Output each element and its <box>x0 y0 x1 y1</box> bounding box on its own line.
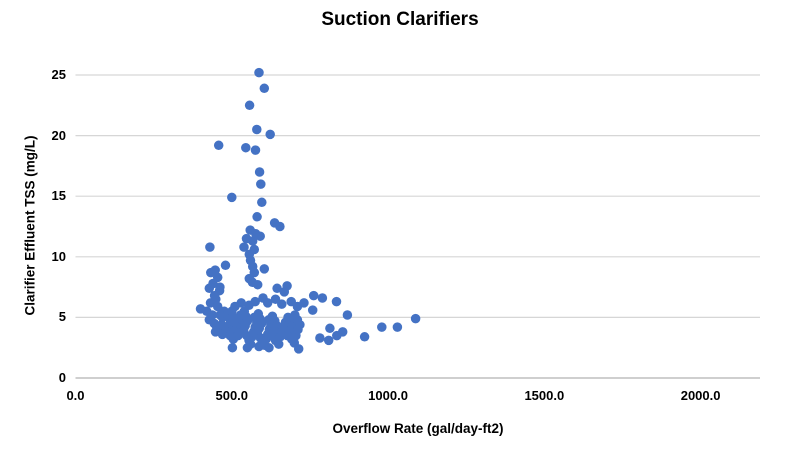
data-point <box>272 283 282 294</box>
y-tick-label: 25 <box>51 67 66 82</box>
data-point <box>273 339 284 349</box>
data-point <box>227 192 237 203</box>
data-point <box>265 129 275 140</box>
data-point <box>205 242 215 252</box>
data-point <box>211 294 221 304</box>
x-axis-title: Overflow Rate (gal/day-ft2) <box>332 421 504 436</box>
data-point <box>252 212 262 222</box>
data-point <box>206 267 216 278</box>
data-point <box>299 298 309 308</box>
data-point <box>215 310 225 320</box>
data-point <box>239 242 249 252</box>
y-tick-label: 5 <box>58 309 66 325</box>
data-point <box>244 100 255 111</box>
data-point <box>308 290 319 301</box>
x-tick-label: 2000.0 <box>680 388 721 403</box>
data-point <box>204 283 215 294</box>
data-point <box>220 260 231 271</box>
data-point <box>230 301 240 312</box>
data-point <box>277 299 287 309</box>
data-point <box>212 301 223 312</box>
data-point <box>259 83 270 94</box>
y-tick-label: 0 <box>58 370 66 385</box>
data-point <box>242 342 253 353</box>
data-point <box>315 333 325 343</box>
y-tick-label: 10 <box>51 248 66 264</box>
data-point <box>332 330 342 341</box>
x-tick-label: 0.0 <box>66 388 85 403</box>
data-point <box>254 67 264 78</box>
data-point <box>377 322 387 332</box>
data-point <box>307 305 318 315</box>
y-axis-title: Clarifier Effluent TSS (mg/L) <box>22 135 38 316</box>
data-point <box>410 313 421 324</box>
data-point <box>257 197 267 208</box>
data-point <box>241 142 251 153</box>
data-point <box>252 279 263 290</box>
y-tick-label: 15 <box>51 188 66 204</box>
data-point <box>259 264 270 274</box>
data-point <box>262 298 273 308</box>
data-point <box>227 342 238 353</box>
data-point <box>290 310 300 320</box>
data-point <box>250 296 260 307</box>
data-point <box>247 236 258 246</box>
data-point <box>317 293 328 303</box>
data-point <box>325 323 335 334</box>
data-point <box>213 140 224 151</box>
data-point <box>279 287 290 297</box>
data-point <box>293 344 304 354</box>
y-tick-label: 20 <box>51 127 66 143</box>
x-tick-label: 500.0 <box>215 388 249 403</box>
x-tick-label: 1500.0 <box>524 388 565 403</box>
data-point <box>264 342 274 353</box>
data-point <box>252 124 262 135</box>
data-point <box>342 310 353 320</box>
data-point <box>250 145 261 155</box>
data-point <box>255 231 265 241</box>
data-point <box>359 332 370 342</box>
data-point <box>392 322 403 332</box>
chart-title: Suction Clarifiers <box>321 9 479 30</box>
data-point <box>331 296 342 307</box>
data-point <box>256 179 266 189</box>
data-point <box>254 167 265 177</box>
data-point <box>275 221 285 232</box>
x-tick-label: 1000.0 <box>368 388 408 403</box>
data-point <box>323 335 334 346</box>
